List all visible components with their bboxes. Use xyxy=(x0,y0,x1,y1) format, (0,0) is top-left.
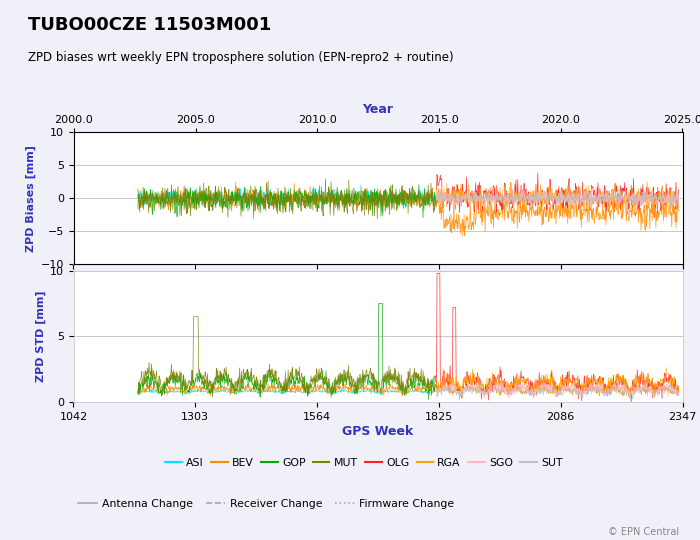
X-axis label: GPS Week: GPS Week xyxy=(342,425,414,438)
Text: ZPD biases wrt weekly EPN troposphere solution (EPN-repro2 + routine): ZPD biases wrt weekly EPN troposphere so… xyxy=(28,51,454,64)
Legend: Antenna Change, Receiver Change, Firmware Change: Antenna Change, Receiver Change, Firmwar… xyxy=(74,494,459,513)
Legend: ASI, BEV, GOP, MUT, OLG, RGA, SGO, SUT: ASI, BEV, GOP, MUT, OLG, RGA, SGO, SUT xyxy=(161,454,567,472)
Text: © EPN Central: © EPN Central xyxy=(608,527,679,537)
Y-axis label: ZPD STD [mm]: ZPD STD [mm] xyxy=(35,291,46,382)
X-axis label: Year: Year xyxy=(363,103,393,116)
Y-axis label: ZPD Biases [mm]: ZPD Biases [mm] xyxy=(26,145,36,252)
Text: TUBO00CZE 11503M001: TUBO00CZE 11503M001 xyxy=(28,16,272,34)
